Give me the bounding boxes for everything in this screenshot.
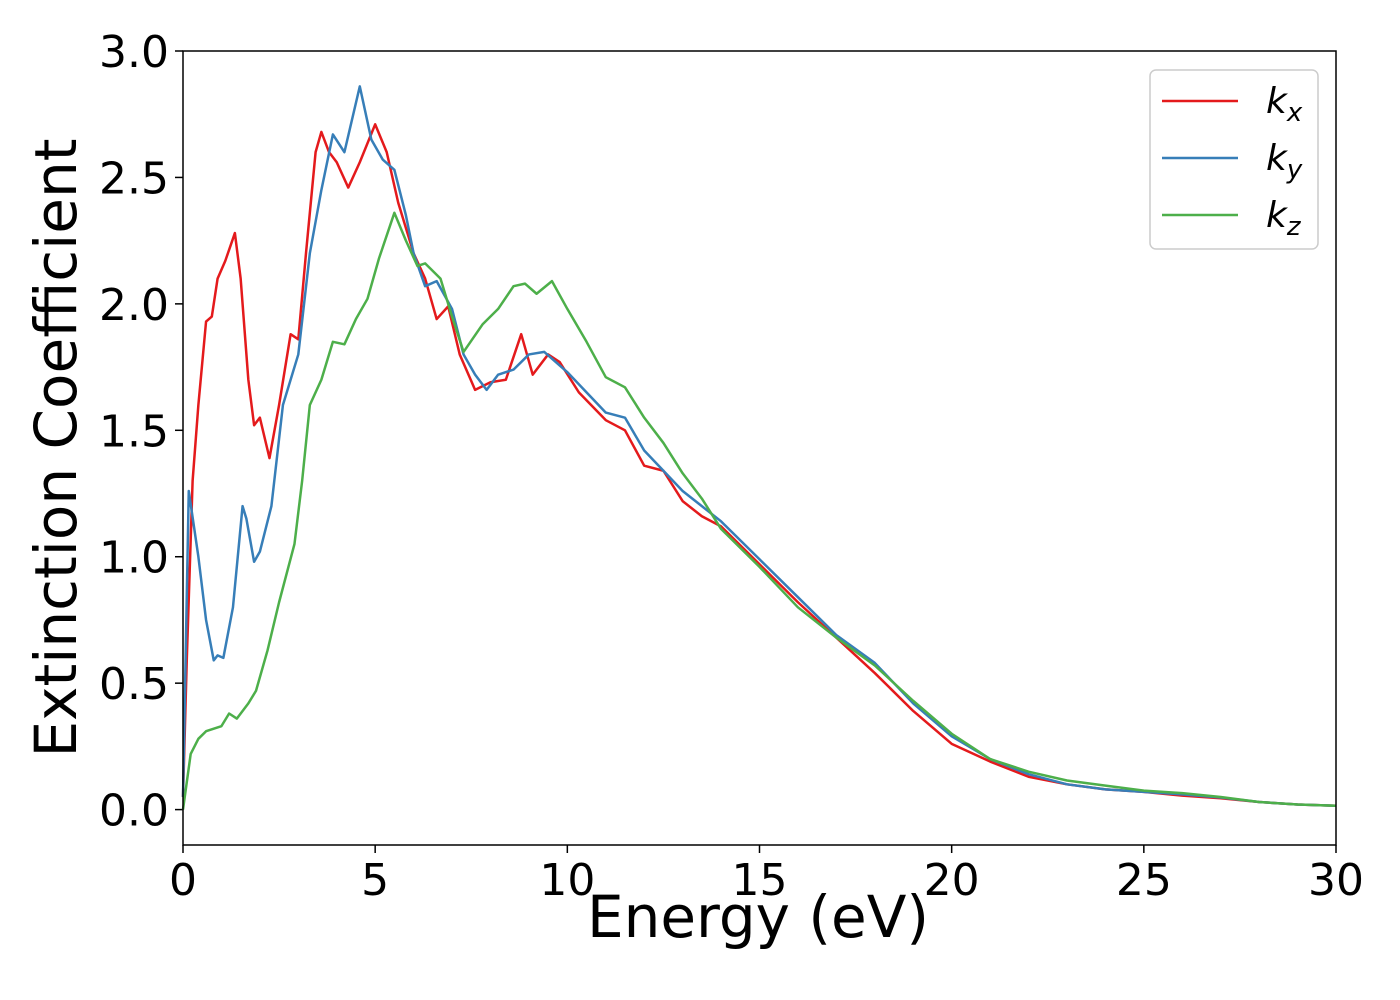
x-tick-label: 20: [924, 855, 980, 906]
y-tick-label: 3.0: [99, 27, 169, 78]
legend-box: [1149, 69, 1319, 250]
y-tick-label: 2.5: [99, 153, 169, 204]
x-axis-label: Energy (eV): [587, 883, 929, 951]
y-axis-label: Extinction Coefficient: [22, 139, 90, 758]
data-line: [181, 85, 1337, 808]
x-tick-label: 5: [361, 855, 389, 906]
y-tick-label: 0.5: [99, 659, 169, 710]
x-tick-label: 25: [1116, 855, 1172, 906]
y-tick-label: 1.0: [99, 533, 169, 584]
plot-frame: [182, 50, 1337, 846]
y-tick-label: 0.0: [99, 786, 169, 837]
legend-label: kz: [1266, 195, 1302, 242]
data-line: [181, 123, 1337, 808]
legend-label: kx: [1266, 81, 1303, 128]
y-tick-label: 2.0: [99, 280, 169, 331]
legend-label: ky: [1266, 138, 1303, 185]
x-tick-label: 15: [732, 855, 788, 906]
y-tick-label: 1.5: [99, 406, 169, 457]
data-line: [181, 211, 1337, 810]
x-tick-label: 30: [1308, 855, 1364, 906]
x-tick-label: 0: [169, 855, 197, 906]
x-tick-label: 10: [539, 855, 595, 906]
